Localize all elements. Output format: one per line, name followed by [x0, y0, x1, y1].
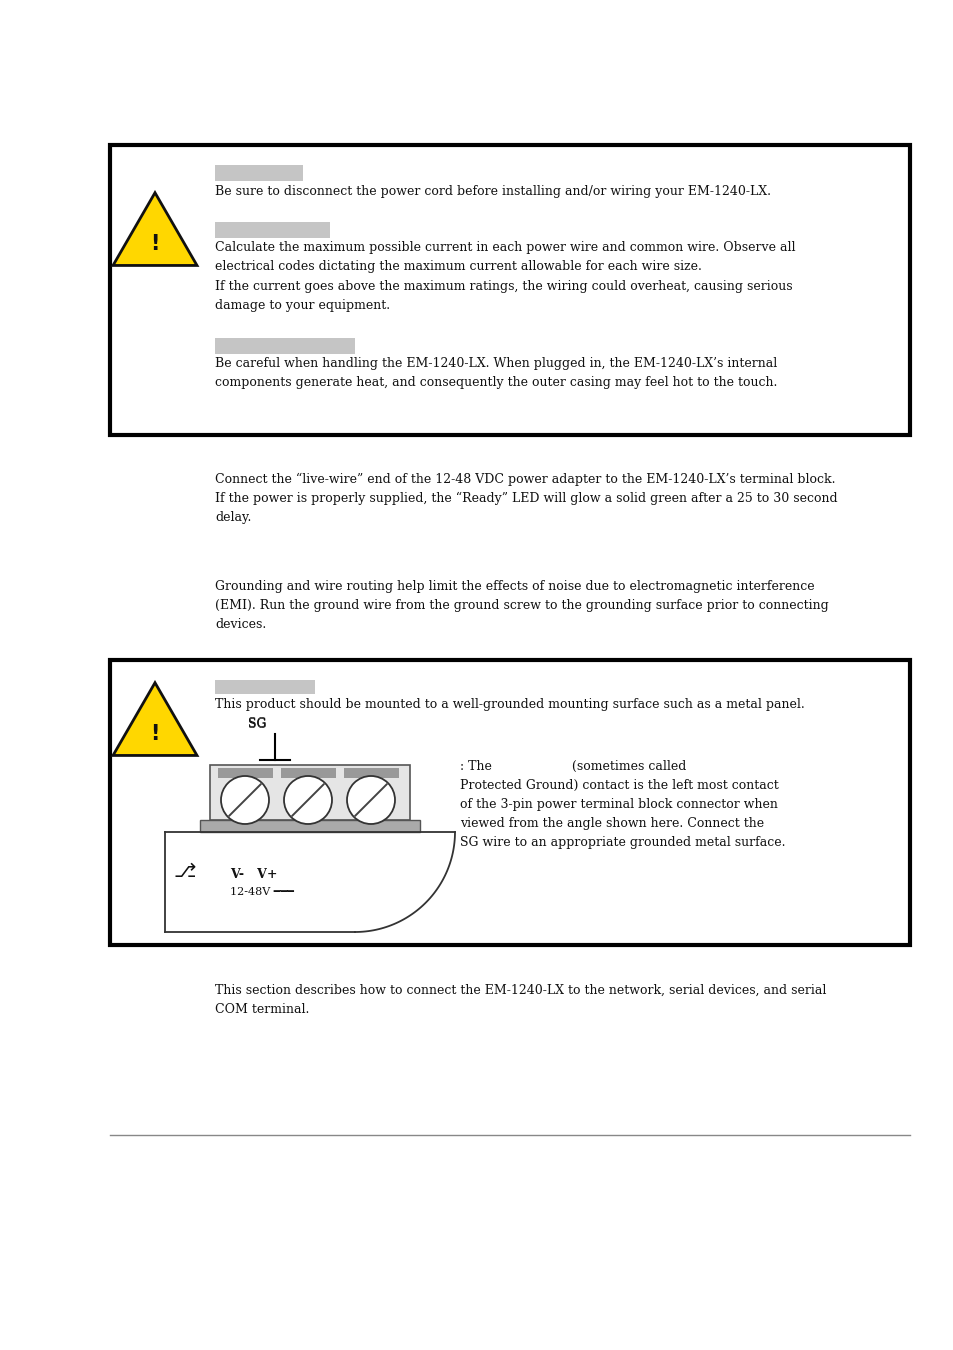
Text: 12-48V ━━━: 12-48V ━━━: [230, 887, 294, 896]
Text: (EMI). Run the ground wire from the ground screw to the grounding surface prior : (EMI). Run the ground wire from the grou…: [214, 599, 828, 612]
Text: viewed from the angle shown here. Connect the: viewed from the angle shown here. Connec…: [459, 817, 763, 830]
Text: If the current goes above the maximum ratings, the wiring could overheat, causin: If the current goes above the maximum ra…: [214, 279, 792, 293]
Text: damage to your equipment.: damage to your equipment.: [214, 298, 390, 312]
Text: Grounding and wire routing help limit the effects of noise due to electromagneti: Grounding and wire routing help limit th…: [214, 580, 814, 593]
Text: !: !: [151, 234, 159, 254]
Polygon shape: [112, 193, 196, 266]
Bar: [110, 660, 909, 945]
Bar: [344, 768, 398, 778]
Text: V-   V+: V- V+: [230, 868, 277, 882]
Text: SG wire to an appropriate grounded metal surface.: SG wire to an appropriate grounded metal…: [459, 836, 784, 849]
Text: : The                    (sometimes called: : The (sometimes called: [459, 760, 685, 774]
Bar: [110, 144, 909, 435]
Circle shape: [221, 776, 269, 823]
Bar: [200, 819, 419, 832]
Circle shape: [284, 776, 332, 823]
Bar: [281, 768, 335, 778]
Text: components generate heat, and consequently the outer casing may feel hot to the : components generate heat, and consequent…: [214, 377, 777, 389]
Text: Be sure to disconnect the power cord before installing and/or wiring your EM-124: Be sure to disconnect the power cord bef…: [214, 185, 770, 198]
Text: This product should be mounted to a well-grounded mounting surface such as a met: This product should be mounted to a well…: [214, 698, 804, 711]
Bar: [214, 680, 314, 694]
Text: delay.: delay.: [214, 512, 251, 524]
Bar: [210, 765, 410, 819]
Text: If the power is properly supplied, the “Ready” LED will glow a solid green after: If the power is properly supplied, the “…: [214, 491, 837, 505]
Text: Calculate the maximum possible current in each power wire and common wire. Obser: Calculate the maximum possible current i…: [214, 242, 795, 254]
Text: devices.: devices.: [214, 618, 266, 630]
Bar: [214, 338, 355, 354]
Polygon shape: [112, 683, 196, 756]
Text: SG: SG: [248, 718, 266, 730]
Text: COM terminal.: COM terminal.: [214, 1003, 309, 1017]
Text: Be careful when handling the EM-1240-LX. When plugged in, the EM-1240-LX’s inter: Be careful when handling the EM-1240-LX.…: [214, 356, 777, 370]
Text: of the 3-pin power terminal block connector when: of the 3-pin power terminal block connec…: [459, 798, 777, 811]
Text: electrical codes dictating the maximum current allowable for each wire size.: electrical codes dictating the maximum c…: [214, 261, 701, 273]
Text: This section describes how to connect the EM-1240-LX to the network, serial devi: This section describes how to connect th…: [214, 984, 825, 998]
Text: SG: SG: [248, 717, 266, 730]
Circle shape: [347, 776, 395, 823]
Bar: [214, 221, 330, 238]
Text: !: !: [151, 724, 159, 744]
Bar: [218, 768, 273, 778]
Text: Protected Ground) contact is the left most contact: Protected Ground) contact is the left mo…: [459, 779, 778, 792]
Text: ⎇: ⎇: [173, 863, 196, 882]
Text: Connect the “live-wire” end of the 12-48 VDC power adapter to the EM-1240-LX’s t: Connect the “live-wire” end of the 12-48…: [214, 472, 835, 486]
Bar: [214, 165, 303, 181]
